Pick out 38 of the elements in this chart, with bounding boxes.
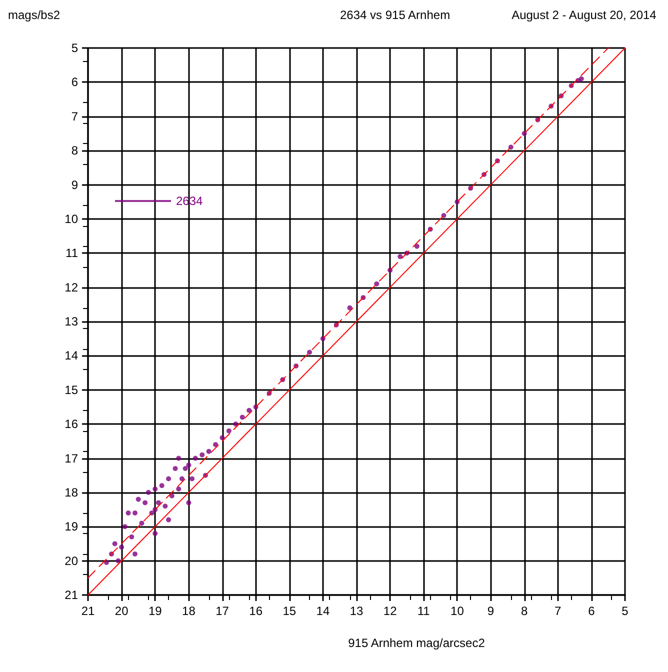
y-tick-label: 16 [64,417,78,432]
y-tick-label: 14 [64,348,78,363]
chart-title: 2634 vs 915 Arnhem [340,8,450,22]
y-tick-label: 10 [64,212,78,226]
x-tick-label: 17 [216,604,230,618]
x-tick-label: 12 [383,604,398,618]
x-tick-label: 15 [282,604,296,618]
x-axis-title: 915 Arnhem mag/arcsec2 [348,636,486,650]
x-tick-label: 10 [450,604,464,618]
y-tick-label: 17 [64,451,78,466]
y-tick-label: 7 [71,109,78,124]
x-tick-label: 5 [622,604,629,618]
x-tick-label: 7 [554,604,562,618]
y-tick-label: 18 [64,485,78,500]
x-tick-label: 11 [417,604,430,618]
x-tick-label: 8 [520,604,528,618]
x-tick-label: 9 [487,604,494,618]
y-tick-label: 15 [64,382,78,397]
x-tick-label: 18 [182,604,196,618]
y-axis-title: mags/bs2 [8,8,60,22]
y-tick-label: 11 [66,246,78,260]
y-tick-label: 8 [71,144,78,158]
x-tick-label: 21 [81,604,95,618]
y-tick-label: 20 [64,554,78,568]
x-tick-label: 13 [350,604,364,618]
x-tick-label: 16 [249,604,263,618]
y-tick-label: 21 [64,588,78,602]
y-tick-label: 6 [71,75,78,90]
y-tick-label: 5 [71,41,78,55]
x-tick-label: 6 [588,604,596,618]
x-tick-label: 20 [114,604,129,618]
y-tick-label: 13 [64,314,78,328]
y-tick-label: 9 [71,178,78,192]
y-tick-label: 19 [64,520,78,534]
y-tick-label: 12 [64,280,78,294]
x-tick-label: 19 [148,604,162,618]
x-tick-label: 14 [316,604,330,618]
chart-subtitle: August 2 - August 20, 2014 [512,8,657,22]
